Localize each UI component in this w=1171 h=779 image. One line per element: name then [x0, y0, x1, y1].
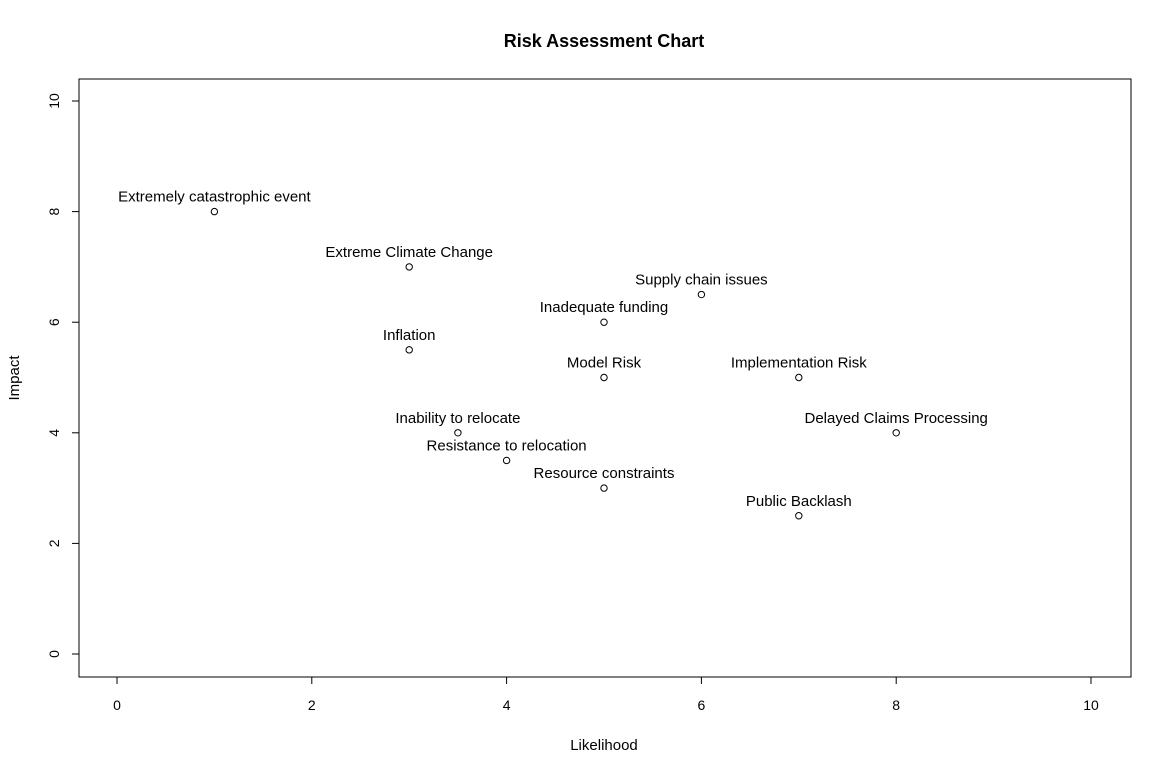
data-label: Resistance to relocation: [427, 437, 587, 454]
data-point: [454, 429, 462, 437]
data-point: [600, 484, 608, 492]
x-axis: 0 2 4 6 8 10: [113, 676, 1099, 713]
data-label: Resource constraints: [534, 465, 675, 482]
x-tick-label: 10: [1083, 697, 1099, 713]
data-point: [892, 429, 900, 437]
data-label: Inability to relocate: [395, 410, 520, 427]
x-tick-label: 2: [308, 697, 316, 713]
data-label: Extremely catastrophic event: [118, 189, 311, 206]
data-label: Implementation Risk: [731, 355, 867, 372]
data-point: [600, 318, 608, 326]
y-tick-label: 10: [46, 93, 62, 109]
chart-title: Risk Assessment Chart: [504, 31, 704, 51]
data-label: Model Risk: [567, 355, 642, 372]
y-tick-label: 0: [46, 650, 62, 658]
data-labels: Extremely catastrophic event Extreme Clim…: [118, 189, 988, 510]
data-label: Inadequate funding: [540, 299, 668, 316]
x-tick-label: 4: [503, 697, 511, 713]
data-label: Public Backlash: [746, 493, 852, 510]
data-point: [502, 456, 511, 465]
y-axis-label: Impact: [6, 355, 23, 401]
data-point: [795, 373, 803, 382]
data-point: [795, 512, 803, 520]
x-tick-label: 6: [698, 697, 706, 713]
data-point: [405, 263, 413, 271]
x-tick-label: 0: [113, 697, 121, 713]
x-tick-label: 8: [892, 697, 900, 713]
data-label: Delayed Claims Processing: [804, 410, 987, 427]
data-point: [210, 207, 219, 216]
data-label: Supply chain issues: [635, 272, 768, 289]
data-point: [600, 373, 608, 382]
data-points: [210, 207, 900, 520]
y-tick-label: 2: [46, 539, 62, 547]
y-tick-label: 4: [46, 429, 62, 437]
data-point: [697, 290, 706, 299]
data-label: Inflation: [383, 327, 436, 344]
y-tick-label: 8: [46, 207, 62, 215]
y-tick-label: 6: [46, 318, 62, 326]
data-point: [405, 346, 413, 354]
y-axis: 0 2 4 6 8 10: [46, 93, 80, 658]
x-axis-label: Likelihood: [570, 737, 638, 754]
data-label: Extreme Climate Change: [325, 244, 493, 261]
